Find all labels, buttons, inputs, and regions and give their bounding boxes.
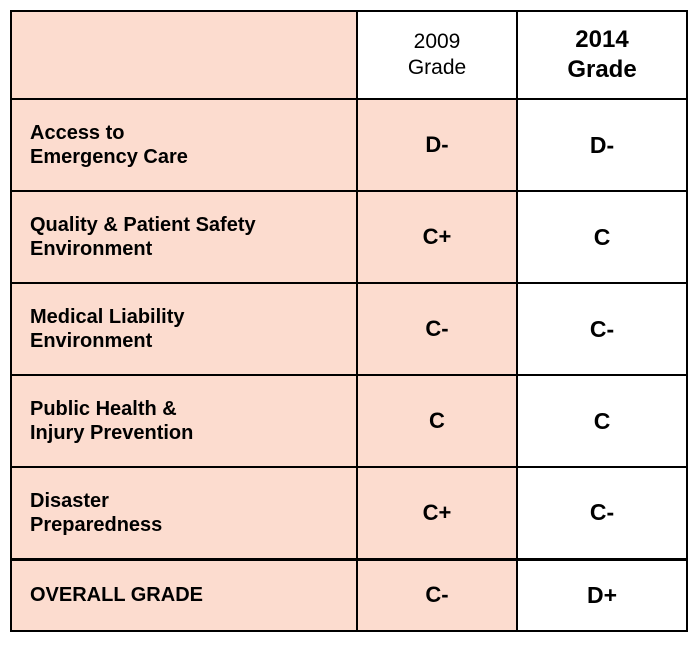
- category-cell: Quality & Patient Safety Environment: [11, 191, 357, 283]
- overall-row: OVERALL GRADE C- D+: [11, 559, 687, 631]
- grade-2014: C: [517, 191, 687, 283]
- category-line2: Environment: [30, 329, 355, 353]
- table-row: Medical Liability Environment C- C-: [11, 283, 687, 375]
- header-2009-label: Grade: [359, 55, 515, 81]
- category-line1: Quality & Patient Safety: [30, 213, 355, 237]
- table-row: Access to Emergency Care D- D-: [11, 99, 687, 191]
- grade-2009: C: [357, 375, 517, 467]
- grade-2014: D-: [517, 99, 687, 191]
- grade-2014: C: [517, 375, 687, 467]
- overall-grade-2009: C-: [357, 559, 517, 631]
- category-line1: Public Health &: [30, 397, 355, 421]
- category-cell: Public Health & Injury Prevention: [11, 375, 357, 467]
- grade-2009: C+: [357, 191, 517, 283]
- overall-grade-2014: D+: [517, 559, 687, 631]
- category-line1: Medical Liability: [30, 305, 355, 329]
- category-cell: Access to Emergency Care: [11, 99, 357, 191]
- header-2014-label: Grade: [519, 55, 685, 85]
- category-cell: Medical Liability Environment: [11, 283, 357, 375]
- header-row: 2009 Grade 2014 Grade: [11, 11, 687, 99]
- category-line2: Injury Prevention: [30, 421, 355, 445]
- header-2009: 2009 Grade: [357, 11, 517, 99]
- category-line1: Disaster: [30, 489, 355, 513]
- table-row: Public Health & Injury Prevention C C: [11, 375, 687, 467]
- grade-2014: C-: [517, 283, 687, 375]
- category-line2: Preparedness: [30, 513, 355, 537]
- category-cell: Disaster Preparedness: [11, 467, 357, 559]
- grade-2014: C-: [517, 467, 687, 559]
- category-line2: Environment: [30, 237, 355, 261]
- category-line1: Access to: [30, 121, 355, 145]
- grade-2009: C+: [357, 467, 517, 559]
- grades-table: 2009 Grade 2014 Grade Access to Emergenc…: [10, 10, 688, 632]
- grade-2009: D-: [357, 99, 517, 191]
- header-empty-cell: [11, 11, 357, 99]
- grade-2009: C-: [357, 283, 517, 375]
- category-line2: Emergency Care: [30, 145, 355, 169]
- header-2009-year: 2009: [359, 29, 515, 55]
- table-row: Disaster Preparedness C+ C-: [11, 467, 687, 559]
- header-2014: 2014 Grade: [517, 11, 687, 99]
- table-row: Quality & Patient Safety Environment C+ …: [11, 191, 687, 283]
- header-2014-year: 2014: [519, 25, 685, 55]
- overall-label: OVERALL GRADE: [11, 559, 357, 631]
